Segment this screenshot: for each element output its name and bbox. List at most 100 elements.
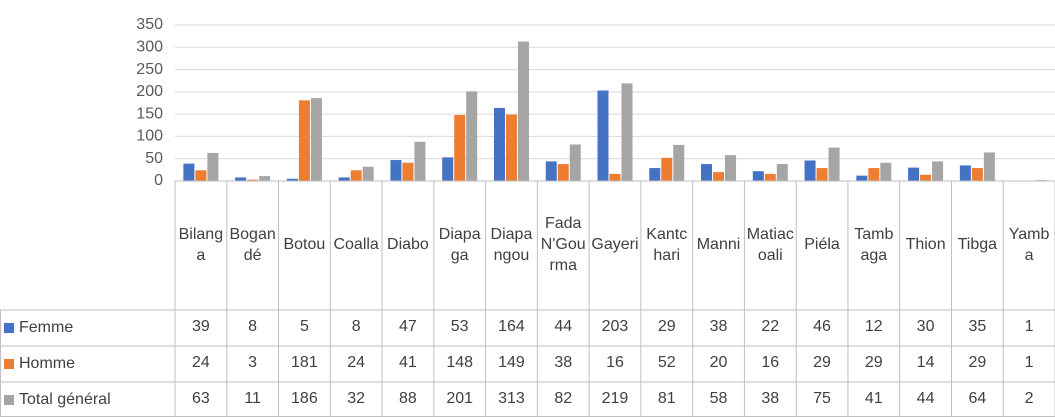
bar	[609, 173, 621, 181]
bar	[195, 170, 207, 181]
bar	[597, 90, 609, 181]
table-value: 82	[554, 390, 573, 408]
bar	[920, 174, 932, 181]
category-label: Piéla	[804, 236, 840, 254]
table-value: 1	[1024, 318, 1034, 336]
table-value: 11	[244, 390, 261, 408]
table-value: 39	[191, 318, 210, 336]
category-label: Botou	[283, 236, 326, 254]
table-value: 38	[554, 354, 573, 372]
category-label: Yamba	[1008, 225, 1050, 264]
legend-key	[4, 394, 14, 405]
table-value: 3	[248, 354, 258, 372]
table-value: 38	[761, 390, 780, 408]
table-value: 81	[657, 390, 676, 408]
table-value: 30	[916, 318, 935, 336]
bar	[752, 171, 764, 181]
table-value: 164	[498, 318, 525, 336]
bar	[402, 162, 414, 181]
table-value: 52	[657, 354, 676, 372]
table-value: 201	[446, 390, 474, 408]
category-label: Diapangou	[490, 225, 533, 264]
legend-label: Total général	[19, 390, 111, 408]
legend-entry: Homme	[4, 346, 174, 381]
bar	[247, 179, 259, 181]
bar	[442, 157, 454, 181]
category-label: Fada N'Gourma	[540, 215, 586, 274]
table-value: 64	[968, 390, 987, 408]
category-label: Diabo	[387, 236, 429, 254]
bar	[868, 168, 880, 181]
bar	[286, 178, 298, 181]
category-label: Thion	[905, 236, 946, 254]
bar	[828, 147, 840, 181]
table-value: 22	[761, 318, 780, 336]
legend-key	[4, 358, 14, 369]
bar	[493, 107, 505, 181]
bar	[932, 161, 944, 181]
table-value: 2	[1024, 390, 1034, 408]
table-value: 53	[450, 318, 469, 336]
table-value: 219	[601, 390, 629, 408]
bar	[207, 152, 219, 181]
y-tick-label: 250	[136, 61, 163, 78]
bar	[338, 177, 350, 181]
table-value: 20	[709, 354, 728, 372]
bar	[621, 83, 633, 181]
bar	[235, 177, 247, 181]
table-value: 63	[191, 390, 210, 408]
bar	[856, 175, 868, 181]
bar	[298, 100, 310, 181]
table-value: 1	[1024, 354, 1034, 372]
bar	[816, 168, 828, 181]
table-value: 58	[709, 390, 728, 408]
legend-entry: Total général	[4, 382, 174, 417]
category-label: Kantchari	[646, 225, 688, 264]
bar	[310, 98, 322, 181]
bar	[908, 167, 920, 181]
bar	[959, 165, 971, 181]
bar	[259, 176, 271, 181]
bar	[983, 152, 995, 181]
y-tick-label: 350	[136, 16, 163, 33]
bar	[673, 144, 685, 181]
table-value: 88	[399, 390, 417, 408]
category-label: Bogandé	[229, 225, 276, 264]
bar	[557, 164, 569, 181]
bar	[545, 161, 557, 181]
table-value: 5	[299, 318, 309, 336]
bar	[414, 141, 426, 181]
table-value: 16	[606, 354, 624, 372]
bar	[776, 164, 788, 181]
category-label: Tambaga	[854, 225, 894, 264]
bar	[804, 160, 816, 181]
table-value: 44	[916, 390, 935, 408]
table-value: 8	[248, 318, 258, 336]
table-value: 181	[291, 354, 318, 372]
table-value: 29	[864, 354, 883, 372]
legend-label: Homme	[19, 354, 76, 372]
table-value: 24	[191, 354, 210, 372]
legend-entry: Femme	[4, 310, 174, 345]
table-value: 47	[399, 318, 417, 336]
bar	[649, 168, 661, 181]
table-value: 24	[347, 354, 366, 372]
table-value: 35	[968, 318, 987, 336]
category-label: Matiacoali	[746, 225, 794, 264]
y-tick-label: 100	[136, 128, 163, 145]
bar	[350, 170, 362, 181]
category-label: Manni	[696, 236, 741, 254]
y-tick-label: 200	[136, 83, 163, 100]
bar	[701, 164, 713, 181]
table-value: 29	[813, 354, 831, 372]
table-value: 203	[601, 318, 629, 336]
bar	[454, 115, 466, 181]
bar	[764, 173, 776, 181]
bar	[183, 163, 195, 181]
bar	[661, 157, 673, 181]
table-value: 29	[657, 318, 676, 336]
bar	[569, 144, 581, 181]
table-value: 148	[446, 354, 474, 372]
table-value: 14	[916, 354, 935, 372]
